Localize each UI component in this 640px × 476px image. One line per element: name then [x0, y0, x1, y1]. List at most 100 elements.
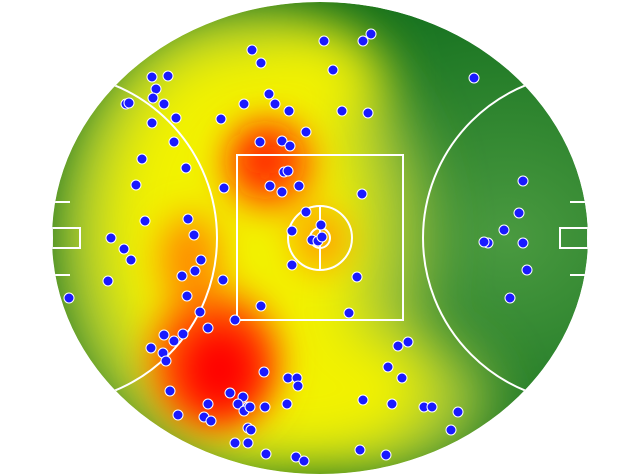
point	[282, 165, 294, 177]
point	[170, 112, 182, 124]
point	[293, 180, 305, 192]
point	[315, 219, 327, 231]
point	[202, 322, 214, 334]
centre-square	[236, 154, 404, 321]
point	[118, 243, 130, 255]
point	[259, 401, 271, 413]
point	[445, 424, 457, 436]
point	[217, 274, 229, 286]
point	[146, 71, 158, 83]
point	[125, 254, 137, 266]
point	[202, 398, 214, 410]
point	[194, 306, 206, 318]
point	[468, 72, 480, 84]
point	[316, 231, 328, 243]
point	[286, 259, 298, 271]
point	[244, 401, 256, 413]
point	[188, 229, 200, 241]
point	[521, 264, 533, 276]
point	[238, 98, 250, 110]
point	[160, 355, 172, 367]
point	[158, 98, 170, 110]
point	[327, 64, 339, 76]
point	[255, 300, 267, 312]
point	[123, 97, 135, 109]
point	[357, 394, 369, 406]
point	[402, 336, 414, 348]
point	[180, 162, 192, 174]
point	[513, 207, 525, 219]
point	[392, 340, 404, 352]
point	[284, 140, 296, 152]
point	[380, 449, 392, 461]
point	[396, 372, 408, 384]
point	[145, 342, 157, 354]
point	[276, 186, 288, 198]
point	[164, 385, 176, 397]
point	[181, 290, 193, 302]
point	[318, 35, 330, 47]
point	[158, 329, 170, 341]
point	[189, 265, 201, 277]
point	[276, 135, 288, 147]
point	[168, 335, 180, 347]
point	[146, 117, 158, 129]
point	[426, 401, 438, 413]
point	[354, 444, 366, 456]
point	[498, 224, 510, 236]
point	[218, 182, 230, 194]
point	[300, 126, 312, 138]
point	[336, 105, 348, 117]
point	[356, 188, 368, 200]
point	[343, 307, 355, 319]
point	[205, 415, 217, 427]
point	[229, 314, 241, 326]
point	[172, 409, 184, 421]
point	[195, 254, 207, 266]
point	[176, 270, 188, 282]
point	[264, 180, 276, 192]
point	[260, 448, 272, 460]
point	[286, 225, 298, 237]
point	[365, 28, 377, 40]
point	[517, 175, 529, 187]
point	[298, 455, 310, 467]
point	[182, 213, 194, 225]
point	[263, 88, 275, 100]
point	[258, 366, 270, 378]
point	[283, 105, 295, 117]
point	[63, 292, 75, 304]
point	[232, 398, 244, 410]
point	[292, 380, 304, 392]
point	[269, 98, 281, 110]
point	[452, 406, 464, 418]
point	[242, 437, 254, 449]
point	[147, 92, 159, 104]
point	[504, 292, 516, 304]
point	[300, 206, 312, 218]
point	[130, 179, 142, 191]
point	[102, 275, 114, 287]
point	[382, 361, 394, 373]
point	[150, 83, 162, 95]
point	[281, 398, 293, 410]
point	[177, 328, 189, 340]
point	[357, 35, 369, 47]
point	[246, 44, 258, 56]
point	[105, 232, 117, 244]
point	[362, 107, 374, 119]
point	[478, 236, 490, 248]
point	[517, 237, 529, 249]
point	[224, 387, 236, 399]
point	[168, 136, 180, 148]
point	[255, 57, 267, 69]
point	[229, 437, 241, 449]
point	[351, 271, 363, 283]
point	[215, 113, 227, 125]
point	[386, 398, 398, 410]
point	[162, 70, 174, 82]
point	[139, 215, 151, 227]
point	[136, 153, 148, 165]
